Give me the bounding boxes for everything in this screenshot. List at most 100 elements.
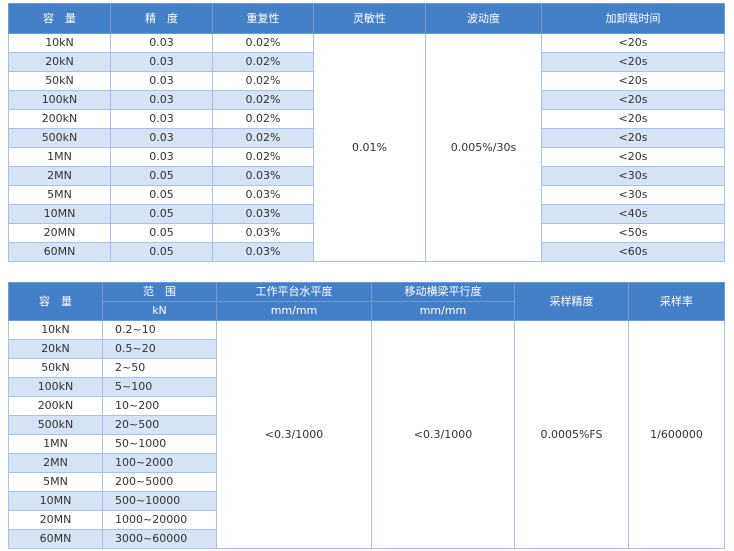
table-row: 10kN 0.03 0.02% 0.01% 0.005%/30s <20s [8,33,725,262]
header-range: 范 围 [102,282,217,302]
capacity-cell: 10kN [8,320,103,340]
accuracy-cell: 0.05 [110,223,213,243]
range-cell: 50~1000 [102,434,217,454]
repeatability-cell: 0.02% [212,128,314,148]
repeatability-cell: 0.02% [212,33,314,53]
accuracy-cell: 0.05 [110,242,213,262]
accuracy-cell: 0.05 [110,185,213,205]
sensitivity-cell: 0.01% [313,33,426,262]
fluctuation-cell: 0.005%/30s [425,33,542,262]
repeatability-cell: 0.03% [212,185,314,205]
accuracy-cell: 0.03 [110,71,213,91]
table-row: 20kN 0.03 0.02% <20s [8,52,725,72]
sampling-rate-cell: 1/600000 [628,320,725,549]
accuracy-cell: 0.03 [110,52,213,72]
header-range-unit: kN [102,301,217,321]
header-capacity: 容 量 [8,3,111,34]
specs-table-1: 容 量 精 度 重复性 灵敏性 波动度 加卸载时间 10kN 0.03 0.02% 0… [8,3,725,262]
capacity-cell: 2MN [8,453,103,473]
header-beam-unit: mm/mm [371,301,515,321]
table-row: 10kN 0.2~10 <0.3/1000 <0.3/1000 0.0005%FS 1/6… [8,320,725,549]
beam-parallelism-cell: <0.3/1000 [371,320,515,549]
specs-table-2: 容 量 范 围 工作平台水平度 移动横梁平行度 采样精度 采样率 kN mm/m… [8,282,725,549]
capacity-cell: 2MN [8,166,111,186]
table-row: 10MN 500~10000 [8,491,725,511]
range-cell: 2~50 [102,358,217,378]
capacity-cell: 200kN [8,396,103,416]
table-row: 60MN 3000~60000 [8,529,725,549]
header-accuracy: 精 度 [110,3,213,34]
accuracy-cell: 0.03 [110,90,213,110]
capacity-cell: 1MN [8,434,103,454]
capacity-cell: 100kN [8,377,103,397]
load-time-cell: <20s [541,71,725,91]
range-cell: 100~2000 [102,453,217,473]
table-row: 5MN 0.05 0.03% <30s [8,185,725,205]
accuracy-cell: 0.05 [110,204,213,224]
repeatability-cell: 0.03% [212,204,314,224]
capacity-cell: 60MN [8,529,103,549]
load-time-cell: <30s [541,166,725,186]
accuracy-cell: 0.05 [110,166,213,186]
header-capacity: 容 量 [8,282,103,321]
range-cell: 500~10000 [102,491,217,511]
table-row: 50kN 2~50 [8,358,725,378]
range-cell: 0.5~20 [102,339,217,359]
range-cell: 200~5000 [102,472,217,492]
load-time-cell: <20s [541,128,725,148]
load-time-cell: <20s [541,109,725,129]
range-cell: 0.2~10 [102,320,217,340]
load-time-cell: <30s [541,185,725,205]
capacity-cell: 60MN [8,242,111,262]
repeatability-cell: 0.03% [212,166,314,186]
accuracy-cell: 0.03 [110,109,213,129]
load-time-cell: <20s [541,52,725,72]
header-fluctuation: 波动度 [425,3,542,34]
capacity-cell: 500kN [8,128,111,148]
load-time-cell: <60s [541,242,725,262]
range-cell: 5~100 [102,377,217,397]
load-time-cell: <40s [541,204,725,224]
table-row: 60MN 0.05 0.03% <60s [8,242,725,262]
capacity-cell: 10kN [8,33,111,53]
table-row: 500kN 20~500 [8,415,725,435]
capacity-cell: 5MN [8,472,103,492]
capacity-cell: 100kN [8,90,111,110]
range-cell: 3000~60000 [102,529,217,549]
capacity-cell: 50kN [8,358,103,378]
capacity-cell: 500kN [8,415,103,435]
accuracy-cell: 0.03 [110,128,213,148]
table-row: 100kN 0.03 0.02% <20s [8,90,725,110]
repeatability-cell: 0.02% [212,147,314,167]
load-time-cell: <50s [541,223,725,243]
capacity-cell: 20MN [8,223,111,243]
table-row: 5MN 200~5000 [8,472,725,492]
table-row: 2MN 100~2000 [8,453,725,473]
capacity-cell: 50kN [8,71,111,91]
repeatability-cell: 0.02% [212,52,314,72]
header-platform-level: 工作平台水平度 [216,282,372,302]
capacity-cell: 1MN [8,147,111,167]
load-time-cell: <20s [541,33,725,53]
repeatability-cell: 0.03% [212,223,314,243]
capacity-cell: 10MN [8,204,111,224]
table-row: 20MN 1000~20000 [8,510,725,530]
repeatability-cell: 0.02% [212,71,314,91]
range-cell: 10~200 [102,396,217,416]
header-sampling-rate: 采样率 [628,282,725,321]
capacity-cell: 200kN [8,109,111,129]
header-platform-unit: mm/mm [216,301,372,321]
load-time-cell: <20s [541,90,725,110]
header-sensitivity: 灵敏性 [313,3,426,34]
accuracy-cell: 0.03 [110,33,213,53]
table-row: 50kN 0.03 0.02% <20s [8,71,725,91]
sampling-accuracy-cell: 0.0005%FS [514,320,629,549]
capacity-cell: 20kN [8,52,111,72]
header-repeatability: 重复性 [212,3,314,34]
capacity-cell: 20kN [8,339,103,359]
range-cell: 1000~20000 [102,510,217,530]
accuracy-cell: 0.03 [110,147,213,167]
header-load-time: 加卸载时间 [541,3,725,34]
table-row: 20MN 0.05 0.03% <50s [8,223,725,243]
capacity-cell: 5MN [8,185,111,205]
